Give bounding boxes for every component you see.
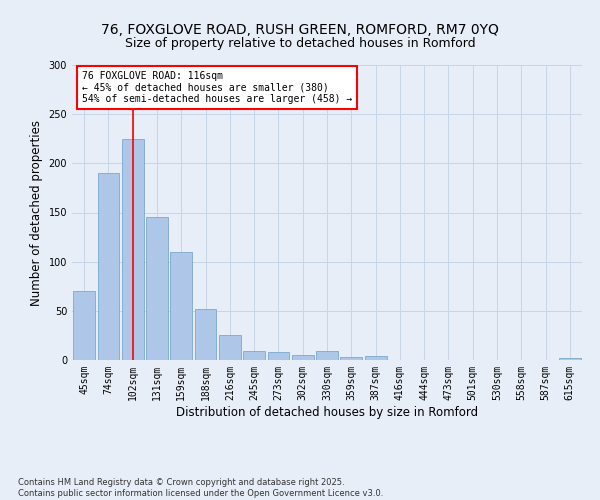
Bar (268, 352, 289, 360)
Y-axis label: Number of detached properties: Number of detached properties (30, 120, 43, 306)
Bar (559, 358, 581, 360)
Bar (170, 252, 192, 360)
Bar (219, 336, 241, 360)
X-axis label: Distribution of detached houses by size in Romford: Distribution of detached houses by size … (176, 406, 478, 418)
Bar (365, 356, 386, 360)
Text: 76, FOXGLOVE ROAD, RUSH GREEN, ROMFORD, RM7 0YQ: 76, FOXGLOVE ROAD, RUSH GREEN, ROMFORD, … (101, 22, 499, 36)
Text: Size of property relative to detached houses in Romford: Size of property relative to detached ho… (125, 38, 475, 51)
Bar (243, 351, 265, 360)
Bar (146, 218, 168, 360)
Bar (97, 173, 119, 360)
Bar (292, 355, 314, 360)
Bar (340, 357, 362, 360)
Text: 76 FOXGLOVE ROAD: 116sqm
← 45% of detached houses are smaller (380)
54% of semi-: 76 FOXGLOVE ROAD: 116sqm ← 45% of detach… (82, 71, 352, 104)
Bar (73, 291, 95, 360)
Text: Contains HM Land Registry data © Crown copyright and database right 2025.
Contai: Contains HM Land Registry data © Crown c… (18, 478, 383, 498)
Bar (316, 351, 338, 360)
Bar (122, 138, 143, 360)
Bar (194, 309, 217, 360)
